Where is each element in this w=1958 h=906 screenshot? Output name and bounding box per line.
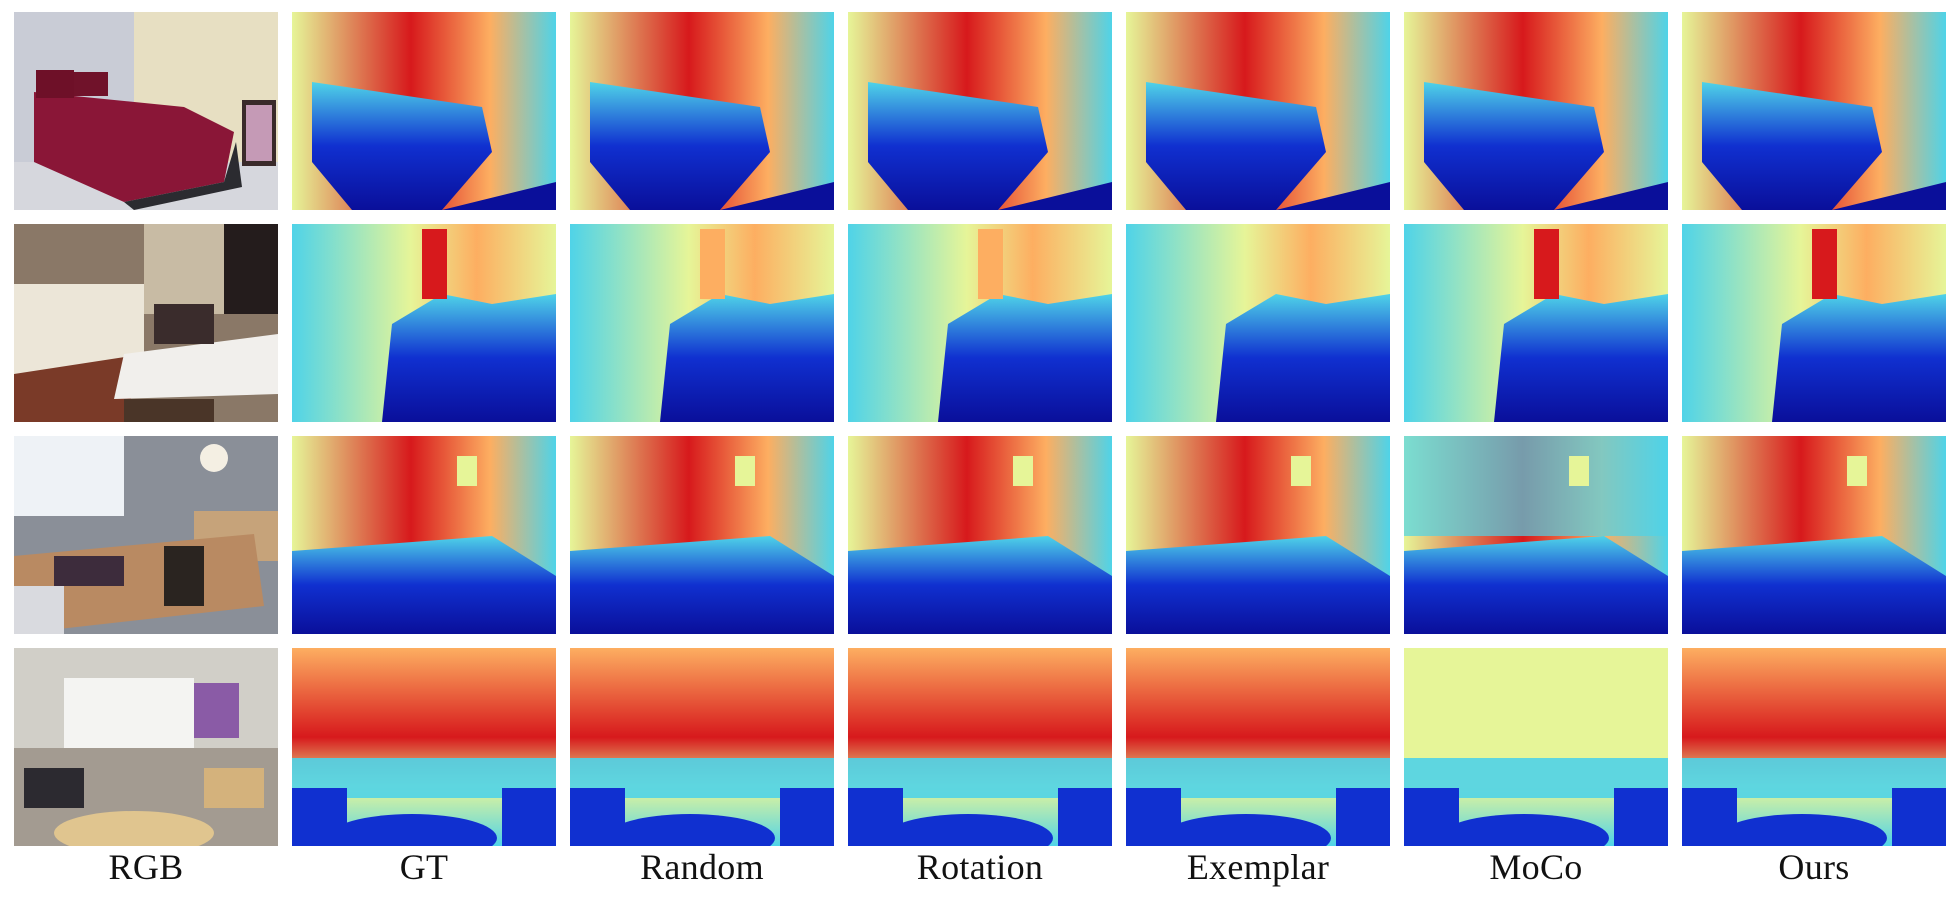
depth-map-rotation-kitchen — [848, 224, 1112, 422]
column-label-random: Random — [640, 847, 764, 887]
depth-map-random-bedroom — [570, 12, 834, 210]
depth-map-random-kitchen — [570, 224, 834, 422]
rgb-image-kitchen — [14, 224, 278, 422]
depth-map-moco-classroom — [1404, 648, 1668, 846]
column-label-gt: GT — [399, 847, 449, 887]
depth-map-ours-kitchen — [1682, 224, 1946, 422]
depth-map-moco-bedroom — [1404, 12, 1668, 210]
column-label-ours: Ours — [1778, 847, 1850, 887]
depth-map-gt-dining-room — [292, 436, 556, 634]
depth-map-rotation-classroom — [848, 648, 1112, 846]
depth-map-random-dining-room — [570, 436, 834, 634]
rgb-image-bedroom — [14, 12, 278, 210]
depth-map-ours-dining-room — [1682, 436, 1946, 634]
depth-map-ours-bedroom — [1682, 12, 1946, 210]
depth-map-exemplar-kitchen — [1126, 224, 1390, 422]
column-label-rotation: Rotation — [916, 847, 1044, 887]
depth-map-gt-classroom — [292, 648, 556, 846]
rgb-image-dining-room — [14, 436, 278, 634]
depth-map-gt-kitchen — [292, 224, 556, 422]
depth-map-exemplar-classroom — [1126, 648, 1390, 846]
column-label-moco: MoCo — [1489, 847, 1583, 887]
column-label-exemplar: Exemplar — [1186, 847, 1330, 887]
depth-map-rotation-bedroom — [848, 12, 1112, 210]
depth-map-exemplar-bedroom — [1126, 12, 1390, 210]
depth-map-gt-bedroom — [292, 12, 556, 210]
rgb-image-classroom — [14, 648, 278, 846]
column-label-rgb: RGB — [108, 847, 184, 887]
depth-map-moco-dining-room — [1404, 436, 1668, 634]
depth-map-exemplar-dining-room — [1126, 436, 1390, 634]
depth-map-ours-classroom — [1682, 648, 1946, 846]
depth-map-random-classroom — [570, 648, 834, 846]
depth-map-rotation-dining-room — [848, 436, 1112, 634]
depth-map-moco-kitchen — [1404, 224, 1668, 422]
